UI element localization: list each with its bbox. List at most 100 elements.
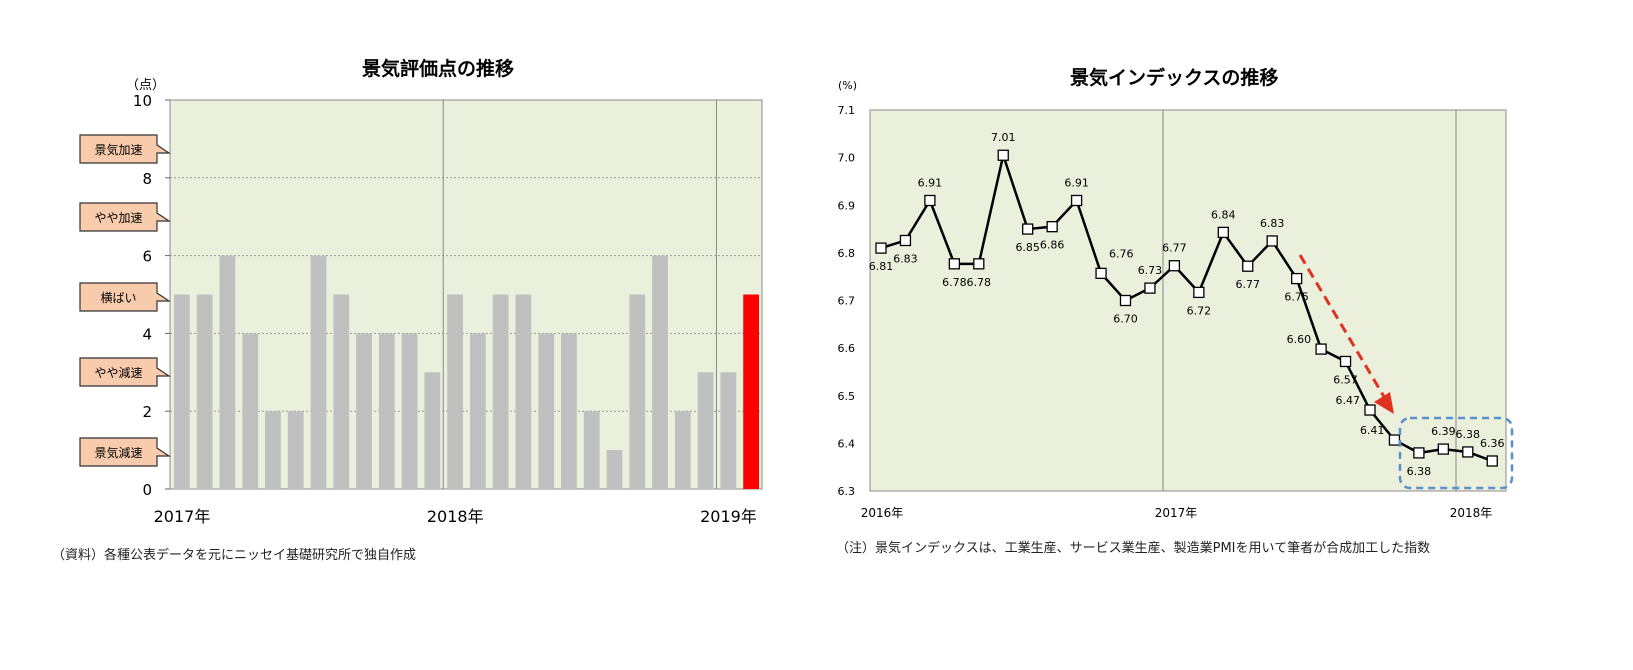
score-chart-unit: （点） — [126, 78, 166, 93]
bar — [219, 255, 236, 489]
data-label: 6.72 — [1187, 304, 1212, 317]
recent-period-box — [1398, 416, 1514, 490]
callout-label: 横ばい — [100, 291, 136, 305]
y-tick-label: 6.5 — [838, 390, 856, 403]
y-tick-label: 6.6 — [838, 342, 856, 355]
index-marker — [1339, 355, 1352, 368]
score-chart-source-note: （資料）各種公表データを元にニッセイ基礎研究所で独自作成 — [52, 548, 417, 563]
x-year-label: 2016年 — [861, 506, 904, 520]
data-label: 6.83 — [893, 252, 918, 265]
index-marker — [948, 258, 960, 270]
data-label: 6.83 — [1260, 217, 1285, 230]
score-chart-panel: 景気評価点の推移 （点） 0 2 4 6 8 10 2017年 2018年 2019年 景気加速や… — [0, 0, 810, 670]
x-year-label: 2018年 — [427, 507, 484, 526]
callout-box — [79, 357, 171, 387]
data-label: 6.85 — [1015, 241, 1039, 254]
data-label: 6.38 — [1456, 428, 1481, 441]
x-year-label: 2017年 — [154, 507, 211, 526]
bar — [447, 294, 463, 489]
data-label: 6.57 — [1333, 373, 1358, 386]
score-chart-title: 景気評価点の推移 — [362, 58, 515, 80]
callout-label: 景気加速 — [94, 142, 142, 157]
index-marker — [1315, 343, 1327, 355]
bar — [652, 255, 668, 489]
y-tick-label: 7.0 — [838, 152, 856, 165]
callout-box — [79, 134, 171, 164]
bar — [333, 294, 350, 489]
index-marker — [1070, 194, 1083, 207]
bar — [697, 372, 714, 489]
data-label: 6.60 — [1287, 333, 1312, 346]
data-label: 6.38 — [1407, 465, 1432, 478]
data-label: 6.77 — [1236, 278, 1261, 291]
index-marker — [1364, 404, 1376, 416]
y-tick-label: 0 — [142, 481, 152, 499]
data-label: 6.78 — [942, 276, 967, 289]
y-tick-label: 6.9 — [838, 199, 856, 212]
y-tick-label: 6 — [142, 248, 152, 266]
index-marker — [1022, 223, 1034, 235]
index-marker — [1413, 447, 1425, 459]
bar — [720, 372, 737, 489]
data-label: 6.75 — [1284, 291, 1309, 304]
data-label: 6.76 — [1109, 247, 1134, 260]
index-line-chart: 6.3 6.4 6.5 6.6 6.7 6.8 6.9 7.0 7.1 2016年 2017年 201… — [838, 104, 1514, 520]
x-year-label: 2019年 — [700, 507, 757, 526]
y-tick-label: 2 — [142, 403, 152, 421]
y-tick-label: 6.3 — [838, 485, 856, 498]
bar — [356, 333, 372, 489]
bar — [515, 294, 532, 489]
index-marker — [1144, 282, 1156, 294]
callout-box — [79, 202, 171, 232]
index-marker — [875, 242, 887, 254]
y-tick-label: 6.8 — [838, 247, 856, 260]
index-chart-title: 景気インデックスの推移 — [1070, 67, 1279, 89]
callout-box — [79, 437, 171, 467]
bar — [629, 294, 646, 489]
index-marker — [1242, 260, 1254, 272]
data-label: 6.78 — [967, 276, 992, 289]
index-marker — [1119, 294, 1132, 307]
bar — [378, 333, 395, 489]
data-label: 6.81 — [869, 260, 894, 273]
index-marker — [1290, 272, 1303, 285]
index-chart-note: （注）景気インデックスは、工業生産、サービス業生産、製造業PMIを用いて筆者が合… — [836, 541, 1431, 556]
bar — [538, 333, 555, 489]
bar — [265, 411, 281, 489]
y-tick-label: 7.1 — [838, 104, 856, 117]
bar — [583, 411, 600, 489]
bar — [674, 411, 691, 489]
index-marker — [1046, 221, 1058, 233]
index-chart-unit: (%) — [838, 79, 858, 92]
bar — [470, 333, 486, 489]
bar — [287, 411, 304, 489]
y-tick-label: 4 — [142, 325, 152, 343]
x-year-label: 2018年 — [1450, 506, 1493, 520]
data-label: 6.77 — [1162, 242, 1187, 255]
data-label: 6.39 — [1431, 425, 1456, 438]
callout-box — [79, 282, 171, 312]
plot-area — [169, 99, 763, 490]
bar-latest — [743, 294, 759, 489]
bar — [310, 255, 327, 489]
bar — [561, 333, 577, 489]
y-tick-label: 10 — [133, 92, 152, 110]
data-label: 6.41 — [1360, 424, 1385, 437]
data-label: 6.86 — [1040, 239, 1065, 252]
x-year-label: 2017年 — [1155, 506, 1198, 520]
index-marker — [1388, 434, 1401, 446]
index-marker — [924, 194, 936, 207]
index-marker — [1168, 260, 1181, 272]
bar — [606, 450, 623, 489]
data-label: 6.91 — [1064, 176, 1089, 189]
index-chart-panel: 景気インデックスの推移 (%) 6.3 6.4 6.5 6.6 6.7 6.8 6.9 7.0… — [836, 0, 1633, 670]
plot-area — [869, 109, 1507, 492]
data-label: 6.36 — [1480, 437, 1505, 450]
trend-arrow-line — [1298, 254, 1388, 401]
data-label: 6.70 — [1113, 313, 1138, 326]
data-label: 6.91 — [918, 176, 943, 189]
bar — [424, 372, 441, 489]
index-marker — [1486, 455, 1498, 467]
bar — [242, 333, 259, 489]
callout-label: 景気減速 — [94, 445, 142, 460]
